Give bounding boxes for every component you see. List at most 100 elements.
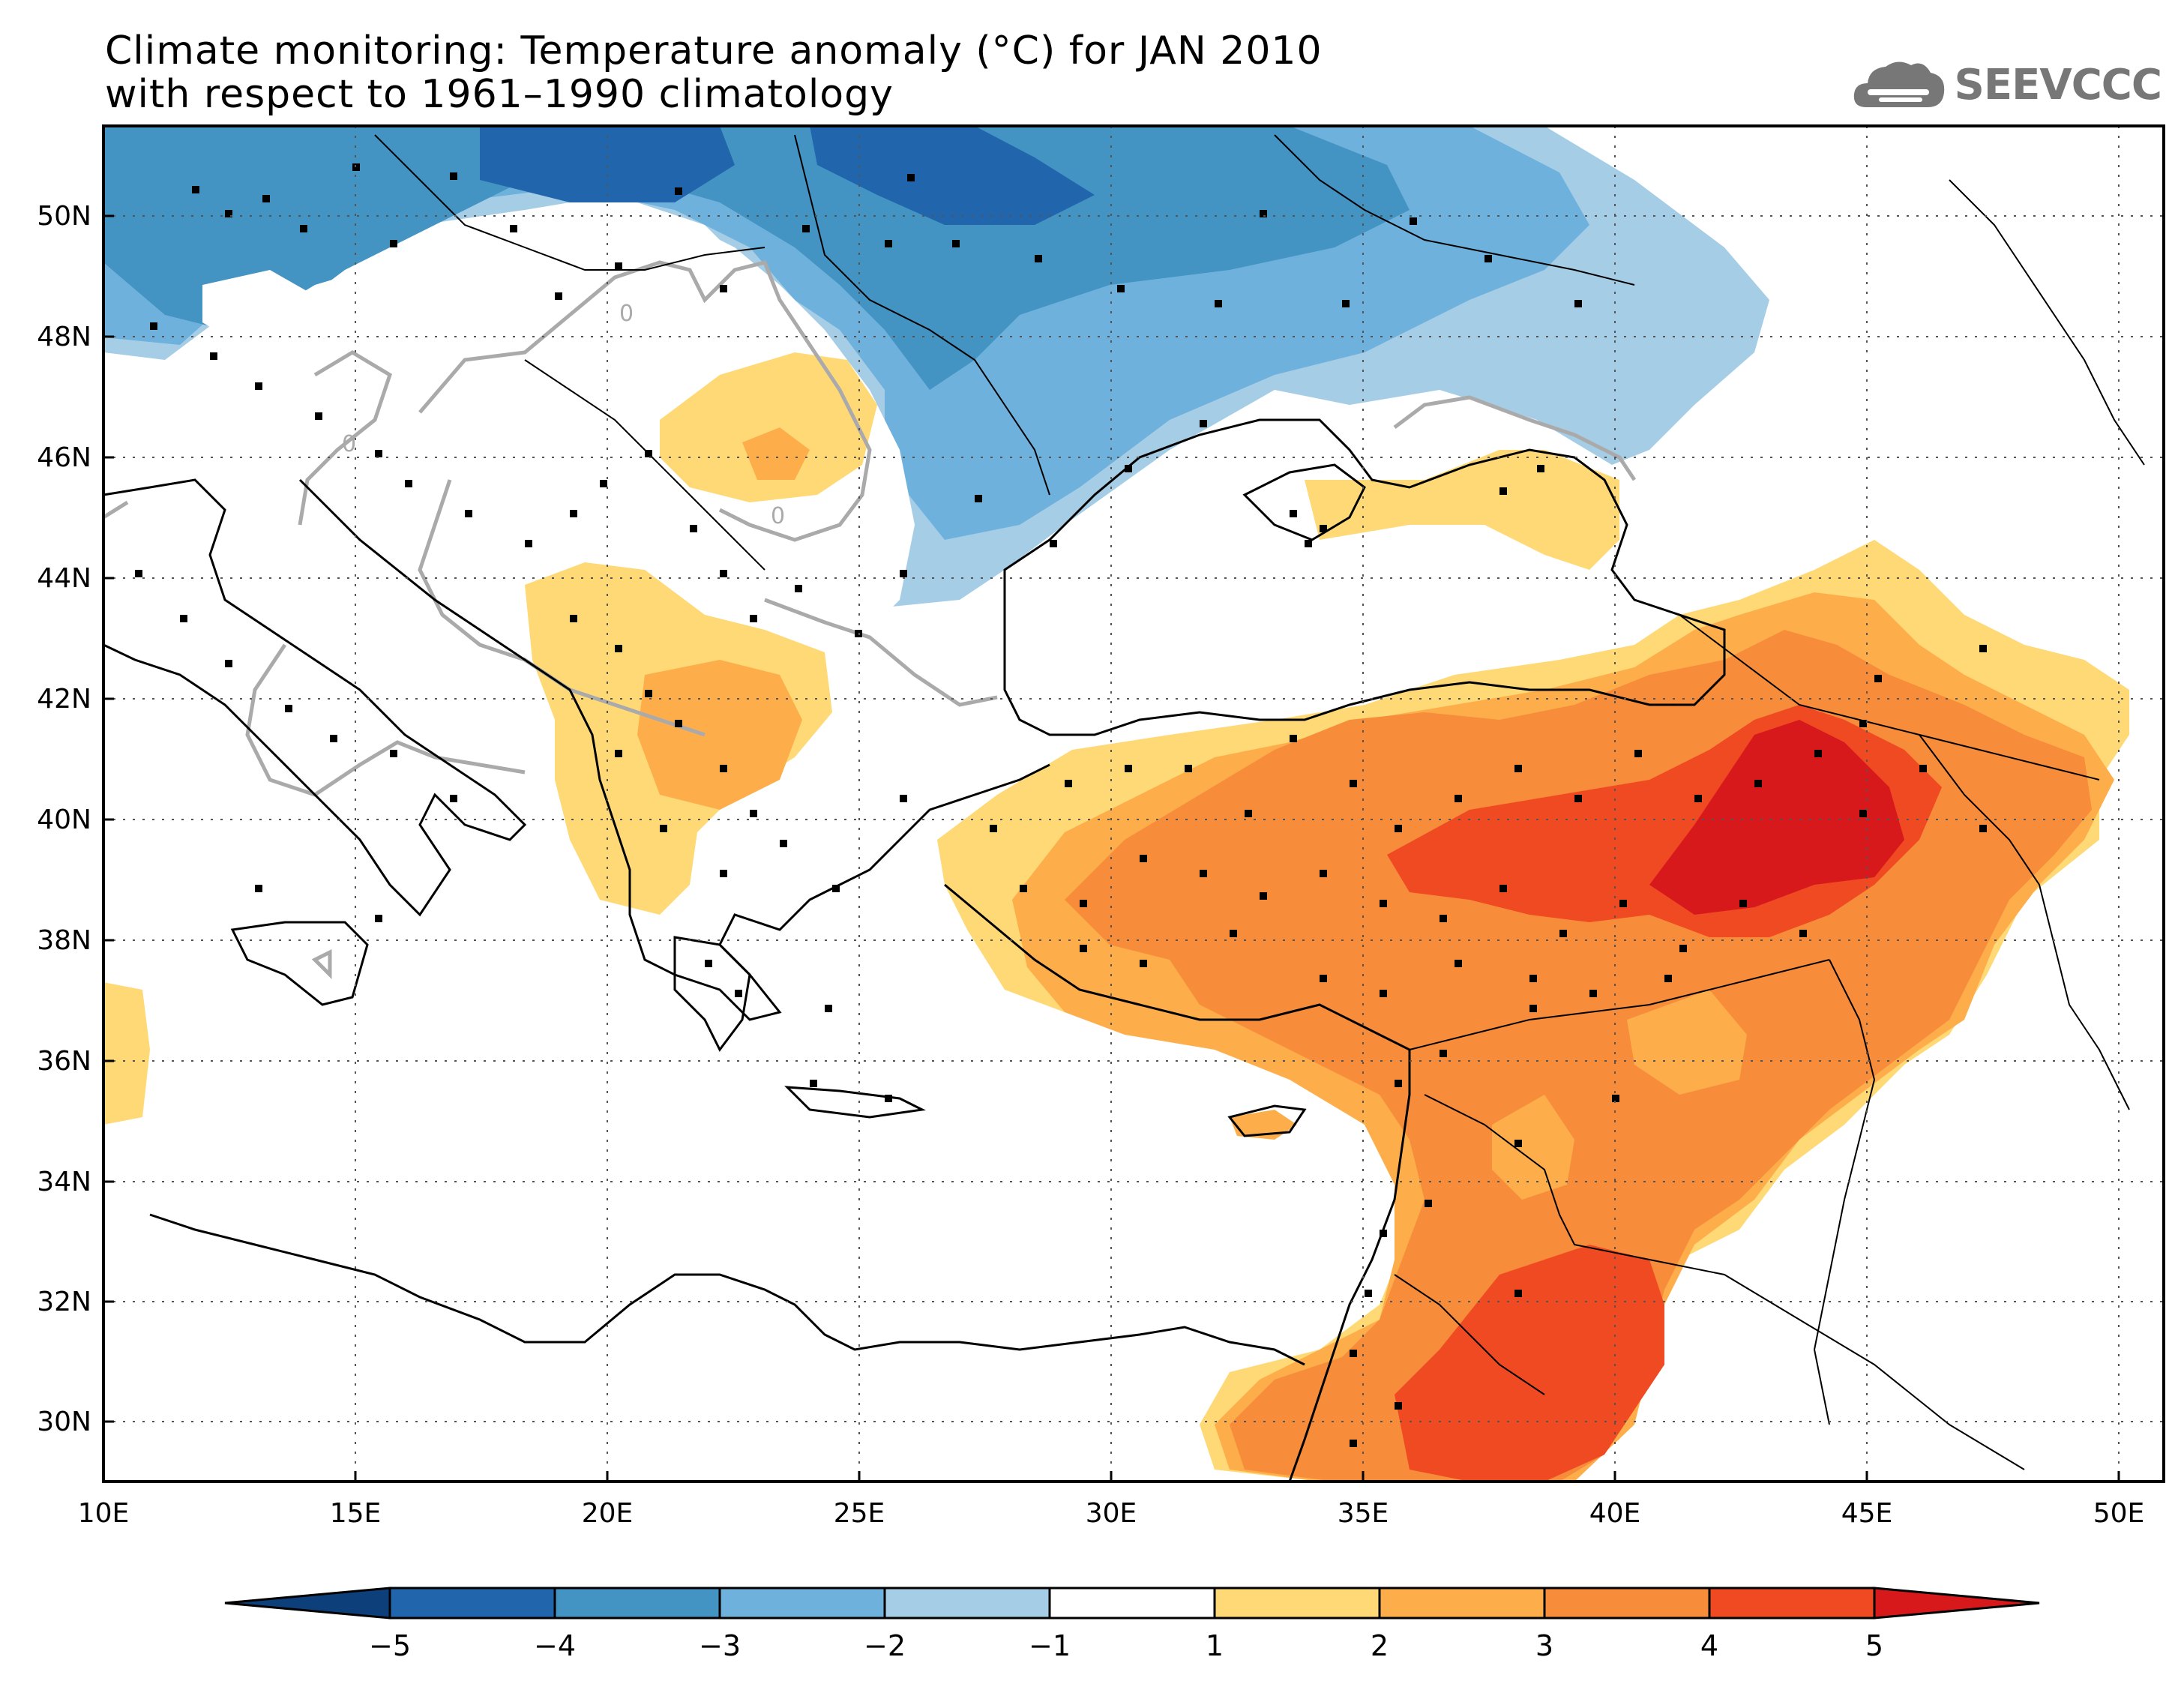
lat-tick-label: 30N xyxy=(37,1407,91,1437)
border-line xyxy=(1813,959,1876,1425)
map-frame xyxy=(102,124,2165,1483)
border-line xyxy=(1274,134,1635,286)
logo-text: SEEVCCC xyxy=(1954,60,2162,109)
zero-contour-line xyxy=(764,598,998,707)
anomaly-blue-dark-2 xyxy=(480,126,735,202)
border-line xyxy=(374,134,765,271)
lon-tick-label: 20E xyxy=(582,1498,634,1529)
lat-tick-label: 34N xyxy=(37,1167,91,1197)
contour-label: 0 xyxy=(342,431,356,457)
anomaly-yellow-crimea xyxy=(1305,450,1619,570)
colorbar-bin xyxy=(883,1587,1051,1620)
colorbar-arrow-low xyxy=(224,1587,391,1620)
anomaly-blue-dark xyxy=(810,126,1095,225)
anomaly-orange-balkans xyxy=(637,660,802,810)
zero-contour-line xyxy=(298,350,393,526)
borders xyxy=(374,134,2145,1470)
colorbar-label: −3 xyxy=(699,1629,741,1662)
zero-contour-line xyxy=(311,948,332,980)
zero-contour-line xyxy=(418,260,872,542)
lon-tick-label: 45E xyxy=(1841,1498,1893,1529)
lat-tick-label: 32N xyxy=(37,1287,91,1317)
zero-contour-line xyxy=(418,479,706,737)
lat-tick-label: 38N xyxy=(37,925,91,956)
lon-tick-label: 30E xyxy=(1086,1498,1137,1529)
zero-contours xyxy=(103,260,1637,980)
colorbar-label: −4 xyxy=(534,1629,576,1662)
lon-tick-label: 25E xyxy=(834,1498,885,1529)
italy-coast xyxy=(103,478,527,917)
colorbar-bin xyxy=(1048,1587,1216,1620)
graticule xyxy=(103,126,2164,1482)
colorbar-bin xyxy=(1543,1587,1711,1620)
lon-tick-label: 35E xyxy=(1338,1498,1389,1529)
greece-coast xyxy=(673,936,751,1052)
station-markers xyxy=(135,163,1987,1447)
zero-contour-line xyxy=(1393,395,1637,481)
lat-tick-label: 48N xyxy=(37,322,91,352)
seevccc-logo: SEEVCCC xyxy=(1851,51,2162,118)
border-line xyxy=(1679,614,2100,781)
contour-labels: 0 0 0 xyxy=(342,301,785,529)
cloud-icon xyxy=(1853,61,1944,107)
colorbar-label: 5 xyxy=(1865,1629,1883,1662)
anomaly-yellow-hungary xyxy=(660,352,877,502)
border-line xyxy=(1949,179,2145,466)
anomaly-yellow-sicily xyxy=(103,982,150,1125)
colorbar-label: 4 xyxy=(1700,1629,1718,1662)
cyprus-coast xyxy=(1227,1104,1307,1137)
border-line xyxy=(1424,1094,2025,1470)
lon-tick-label: 15E xyxy=(330,1498,382,1529)
north-africa-coast xyxy=(149,1213,1305,1366)
colorbar-bin xyxy=(718,1587,886,1620)
lat-tick-label: 46N xyxy=(37,442,91,473)
border-line xyxy=(1409,959,1830,1050)
zero-contour-line xyxy=(245,643,526,797)
colorbar-arrow-high xyxy=(1873,1587,2040,1620)
colorbar-bin xyxy=(553,1587,721,1620)
lon-tick-label: 40E xyxy=(1589,1498,1641,1529)
anomaly-orange-iraq-hole xyxy=(1627,990,1747,1095)
colorbar-label: 1 xyxy=(1206,1629,1224,1662)
colorbar-label: 3 xyxy=(1535,1629,1553,1662)
black-sea-coast xyxy=(1003,418,1726,736)
border-line xyxy=(1919,734,2130,1110)
colorbar-label: −5 xyxy=(369,1629,411,1662)
anomaly-fields xyxy=(103,126,2129,1482)
lon-tick-label: 50E xyxy=(2093,1498,2145,1529)
lat-tick-label: 50N xyxy=(37,201,91,232)
anomaly-orange-hungary xyxy=(742,427,810,480)
anomaly-red-turkey xyxy=(1649,720,1904,915)
sicily-coast xyxy=(230,921,369,1006)
lat-labels: 30N 32N 34N 36N 38N 40N 42N 44N 46N 48N … xyxy=(37,201,91,1437)
lon-tick-label: 10E xyxy=(78,1498,130,1529)
lat-tick-label: 44N xyxy=(37,563,91,594)
colorbar xyxy=(224,1587,2040,1620)
map-subtitle: with respect to 1961–1990 climatology xyxy=(105,72,894,117)
border-line xyxy=(1394,1274,1545,1395)
lat-tick-label: 36N xyxy=(37,1046,91,1077)
map-title: Climate monitoring: Temperature anomaly … xyxy=(105,28,1323,73)
crimea-coast xyxy=(1242,463,1366,541)
contour-label: 0 xyxy=(619,301,634,327)
colorbar-labels: −5 −4 −3 −2 −1 1 2 3 4 5 xyxy=(369,1629,1883,1662)
border-line xyxy=(794,134,1050,496)
colorbar-label: −1 xyxy=(1029,1629,1071,1662)
axis-ticks xyxy=(102,214,2120,1482)
contour-label: 0 xyxy=(771,503,785,529)
anomaly-neutral-west xyxy=(202,270,322,345)
colorbar-bin xyxy=(1708,1587,1876,1620)
colorbar-label: 2 xyxy=(1371,1629,1389,1662)
lat-tick-label: 42N xyxy=(37,684,91,715)
balkan-coast xyxy=(298,478,1050,1021)
lon-labels: 10E 15E 20E 25E 30E 35E 40E 45E 50E xyxy=(78,1498,2145,1529)
colorbar-bin xyxy=(1213,1587,1381,1620)
lat-tick-label: 40N xyxy=(37,805,91,835)
zero-contour-line xyxy=(103,500,129,520)
colorbar-label: −2 xyxy=(864,1629,906,1662)
colorbar-bin xyxy=(388,1587,556,1620)
crete-coast xyxy=(784,1086,926,1119)
colorbar-bin xyxy=(1378,1587,1546,1620)
anomaly-orange-syria-hole xyxy=(1492,1095,1574,1200)
